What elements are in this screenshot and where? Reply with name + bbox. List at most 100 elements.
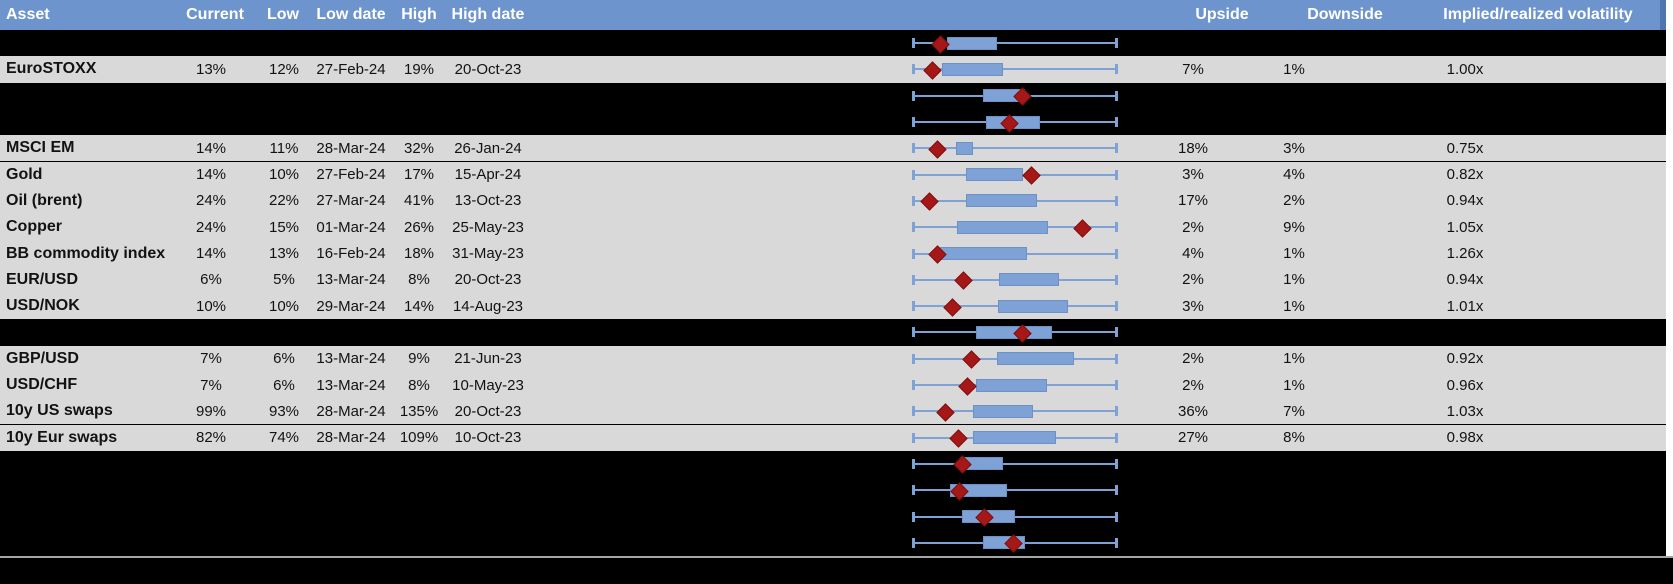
low-cell[interactable]: 12% xyxy=(268,60,300,78)
high-cell[interactable]: 18% xyxy=(403,245,435,263)
downside-cell[interactable]: 4% xyxy=(1283,166,1305,184)
low-cell[interactable]: 11% xyxy=(269,139,299,157)
low-cell[interactable]: 6% xyxy=(273,376,295,394)
high-cell[interactable]: 8% xyxy=(408,376,430,394)
implied-realized-cell[interactable]: 1.03x xyxy=(1446,402,1484,420)
downside-cell[interactable]: 2% xyxy=(1283,192,1305,210)
low-cell[interactable]: 5% xyxy=(273,271,295,289)
current-cell[interactable]: 14% xyxy=(195,166,227,184)
high-cell[interactable]: 17% xyxy=(403,166,435,184)
implied-realized-cell[interactable]: 1.01x xyxy=(1446,297,1484,315)
high-date-cell[interactable]: 20-Oct-23 xyxy=(454,60,522,78)
low-date-cell[interactable]: 01-Mar-24 xyxy=(316,218,386,236)
downside-cell[interactable]: 7% xyxy=(1283,402,1305,420)
implied-realized-cell[interactable]: 0.94x xyxy=(1446,271,1484,289)
low-cell[interactable]: 6% xyxy=(273,350,295,368)
implied-realized-cell[interactable]: 1.26x xyxy=(1446,245,1484,263)
low-date-cell[interactable]: 13-Mar-24 xyxy=(316,350,386,368)
downside-cell[interactable]: 1% xyxy=(1283,271,1305,289)
header-high[interactable]: High xyxy=(401,6,437,23)
downside-cell[interactable]: 1% xyxy=(1283,245,1305,263)
upside-cell[interactable]: 3% xyxy=(1182,297,1204,315)
high-date-cell[interactable]: 25-May-23 xyxy=(452,218,524,236)
high-cell[interactable]: 19% xyxy=(403,60,435,78)
low-date-cell[interactable]: 13-Mar-24 xyxy=(316,376,386,394)
high-cell[interactable]: 135% xyxy=(399,402,439,420)
low-cell[interactable]: 10% xyxy=(268,297,300,315)
downside-cell[interactable]: 1% xyxy=(1283,376,1305,394)
current-cell[interactable]: 13% xyxy=(195,60,227,78)
upside-cell[interactable]: 7% xyxy=(1182,60,1204,78)
high-date-cell[interactable]: 26-Jan-24 xyxy=(454,139,522,157)
low-date-cell[interactable]: 27-Mar-24 xyxy=(316,192,386,210)
upside-cell[interactable]: 27% xyxy=(1177,429,1209,447)
current-cell[interactable]: 14% xyxy=(195,139,227,157)
asset-name-cell[interactable]: 10y Eur swaps xyxy=(6,428,118,446)
header-low[interactable]: Low xyxy=(267,6,299,23)
downside-cell[interactable]: 8% xyxy=(1283,429,1305,447)
header-implied-realized-volatility[interactable]: Implied/realized volatility xyxy=(1443,6,1633,23)
implied-realized-cell[interactable]: 0.98x xyxy=(1446,429,1484,447)
asset-name-cell[interactable]: Oil (brent) xyxy=(6,191,83,209)
high-cell[interactable]: 41% xyxy=(403,192,435,210)
asset-name-cell[interactable]: EUR/USD xyxy=(6,270,79,288)
asset-name-cell[interactable]: 10y US swaps xyxy=(6,402,113,420)
downside-cell[interactable]: 9% xyxy=(1283,218,1305,236)
low-cell[interactable]: 74% xyxy=(268,429,300,447)
asset-name-cell[interactable]: MSCI EM xyxy=(6,139,75,157)
current-cell[interactable]: 7% xyxy=(200,350,222,368)
high-date-cell[interactable]: 14-Aug-23 xyxy=(452,297,524,315)
current-cell[interactable]: 99% xyxy=(195,402,227,420)
low-date-cell[interactable]: 13-Mar-24 xyxy=(316,271,386,289)
downside-cell[interactable]: 1% xyxy=(1283,350,1305,368)
low-date-cell[interactable]: 27-Feb-24 xyxy=(316,166,386,184)
implied-realized-cell[interactable]: 1.00x xyxy=(1446,60,1484,78)
high-cell[interactable]: 14% xyxy=(403,297,435,315)
high-date-cell[interactable]: 10-Oct-23 xyxy=(454,429,522,447)
upside-cell[interactable]: 3% xyxy=(1182,166,1204,184)
asset-name-cell[interactable]: EuroSTOXX xyxy=(6,60,97,78)
upside-cell[interactable]: 2% xyxy=(1182,376,1204,394)
header-current[interactable]: Current xyxy=(186,6,244,23)
upside-cell[interactable]: 17% xyxy=(1177,192,1209,210)
high-cell[interactable]: 26% xyxy=(403,218,435,236)
upside-cell[interactable]: 2% xyxy=(1182,218,1204,236)
low-date-cell[interactable]: 16-Feb-24 xyxy=(316,245,386,263)
high-cell[interactable]: 109% xyxy=(399,429,439,447)
high-date-cell[interactable]: 20-Oct-23 xyxy=(454,271,522,289)
low-cell[interactable]: 10% xyxy=(268,166,300,184)
downside-cell[interactable]: 1% xyxy=(1283,60,1305,78)
header-upside[interactable]: Upside xyxy=(1195,6,1249,23)
implied-realized-cell[interactable]: 0.94x xyxy=(1446,192,1484,210)
current-cell[interactable]: 82% xyxy=(195,429,227,447)
asset-name-cell[interactable]: Copper xyxy=(6,218,62,236)
current-cell[interactable]: 14% xyxy=(195,245,227,263)
low-date-cell[interactable]: 28-Mar-24 xyxy=(316,429,386,447)
header-downside[interactable]: Downside xyxy=(1307,6,1383,23)
upside-cell[interactable]: 2% xyxy=(1182,271,1204,289)
high-date-cell[interactable]: 10-May-23 xyxy=(452,376,524,394)
implied-realized-cell[interactable]: 0.92x xyxy=(1446,350,1484,368)
implied-realized-cell[interactable]: 0.75x xyxy=(1446,139,1484,157)
low-date-cell[interactable]: 27-Feb-24 xyxy=(316,60,386,78)
current-cell[interactable]: 7% xyxy=(200,376,222,394)
high-date-cell[interactable]: 31-May-23 xyxy=(452,245,524,263)
high-cell[interactable]: 8% xyxy=(408,271,430,289)
upside-cell[interactable]: 4% xyxy=(1182,245,1204,263)
asset-name-cell[interactable]: Gold xyxy=(6,165,43,183)
implied-realized-cell[interactable]: 1.05x xyxy=(1446,218,1484,236)
downside-cell[interactable]: 1% xyxy=(1283,297,1305,315)
current-cell[interactable]: 24% xyxy=(195,192,227,210)
low-cell[interactable]: 22% xyxy=(268,192,300,210)
low-cell[interactable]: 93% xyxy=(268,402,300,420)
asset-name-cell[interactable]: USD/NOK xyxy=(6,297,80,315)
header-low-date[interactable]: Low date xyxy=(316,6,386,23)
upside-cell[interactable]: 18% xyxy=(1177,139,1209,157)
asset-name-cell[interactable]: BB commodity index xyxy=(6,244,166,262)
high-date-cell[interactable]: 13-Oct-23 xyxy=(454,192,522,210)
header-high-date[interactable]: High date xyxy=(451,6,525,23)
high-cell[interactable]: 32% xyxy=(403,139,435,157)
low-cell[interactable]: 15% xyxy=(268,218,300,236)
high-date-cell[interactable]: 15-Apr-24 xyxy=(454,166,522,184)
high-date-cell[interactable]: 21-Jun-23 xyxy=(454,350,522,368)
